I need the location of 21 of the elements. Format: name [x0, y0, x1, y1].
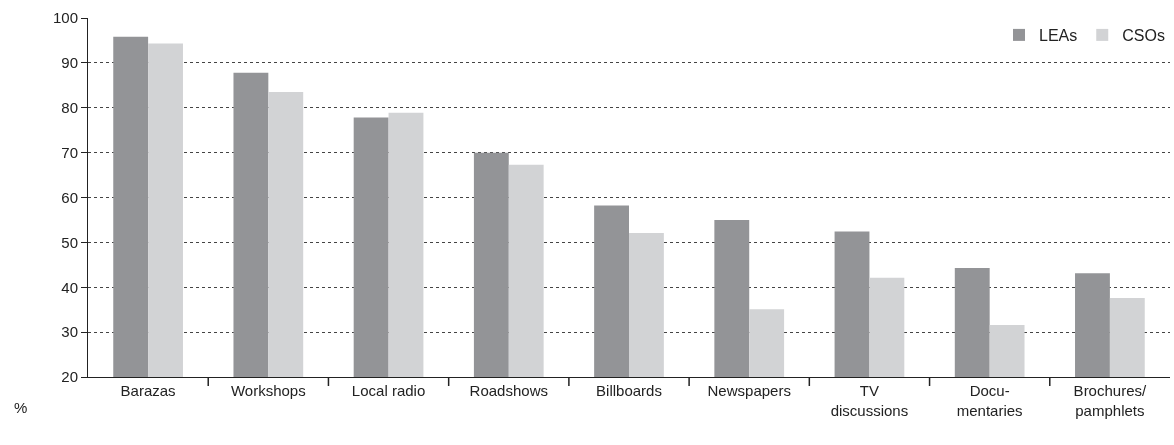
x-tick-label: TV discussions [830, 382, 909, 419]
x-tick-label: Billboards [596, 382, 662, 399]
y-tick-label: 40 [61, 278, 78, 296]
y-tick-label: 60 [61, 188, 78, 206]
x-tick-label: Workshops [230, 382, 306, 399]
x-tick-label: Local radio [351, 382, 426, 399]
x-tick-label: Roadshows [469, 382, 548, 399]
y-tick-label: 100 [52, 9, 78, 27]
y-tick-label: 80 [61, 99, 78, 116]
y-tick-label: 90 [61, 54, 78, 72]
x-tick-label: Brochures/ pamphlets [1073, 382, 1147, 419]
y-tick-label: 20 [61, 368, 78, 386]
legend-label: LEAs [1039, 27, 1078, 45]
y-tick-label: 50 [61, 233, 78, 251]
x-tick-label: Newspapers [707, 382, 791, 399]
x-tick-label: Docu- mentaries [956, 382, 1023, 419]
y-tick-label: 70 [61, 143, 78, 161]
y-axis-title: % [14, 399, 28, 416]
legend-label: CSOs [1122, 27, 1165, 45]
y-tick-label: 30 [61, 323, 78, 341]
x-tick-label: Barazas [120, 382, 176, 399]
